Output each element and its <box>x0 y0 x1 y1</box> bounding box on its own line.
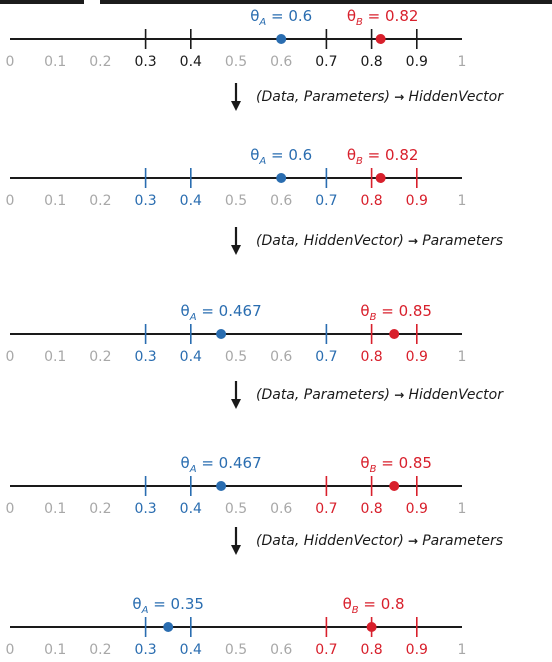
axis-tick-label: 0.7 <box>315 193 337 209</box>
down-arrow-head <box>231 545 241 555</box>
axis-tick-label: 0.4 <box>180 501 202 517</box>
theta-b-label: θB = 0.85 <box>360 302 432 323</box>
transition-caption: (Data, Parameters) → HiddenVector <box>256 89 504 105</box>
axis-tick-label: 0.2 <box>89 54 111 70</box>
transition-caption: (Data, HiddenVector) → Parameters <box>256 233 503 249</box>
axis-tick-label: 0.1 <box>44 349 66 365</box>
axis-tick-label: 0.3 <box>134 642 156 658</box>
axis-tick-label: 0.6 <box>270 501 292 517</box>
axis-tick-label: 0.2 <box>89 349 111 365</box>
theta-a-point <box>216 481 227 491</box>
top-edge-bar <box>0 0 84 4</box>
theta-a-point <box>276 173 287 183</box>
theta-a-label: θA = 0.467 <box>181 302 262 323</box>
axis-tick-label: 0.7 <box>315 349 337 365</box>
axis-tick-label: 0.4 <box>180 642 202 658</box>
axis-tick-label: 0.9 <box>406 193 428 209</box>
axis-tick-label: 0.3 <box>134 349 156 365</box>
axis-tick-label: 0.1 <box>44 54 66 70</box>
axis-tick-label: 0.8 <box>360 54 382 70</box>
axis-tick-label: 0.1 <box>44 642 66 658</box>
axis-tick-label: 0.7 <box>315 642 337 658</box>
theta-b-point <box>389 481 400 491</box>
axis-tick-label: 0.4 <box>180 349 202 365</box>
axis-tick-label: 0.2 <box>89 193 111 209</box>
transition-caption: (Data, Parameters) → HiddenVector <box>256 387 504 403</box>
theta-a-label: θA = 0.467 <box>181 454 262 475</box>
axis-tick-label: 0.1 <box>44 501 66 517</box>
axis-tick-label: 0.7 <box>315 54 337 70</box>
down-arrow-head <box>231 101 241 111</box>
axis-tick-label: 0.4 <box>180 54 202 70</box>
axis-tick-label: 0.5 <box>225 349 247 365</box>
axis-tick-label: 0.9 <box>406 349 428 365</box>
axis-tick-label: 0.3 <box>134 193 156 209</box>
axis-tick-label: 0.5 <box>225 642 247 658</box>
theta-a-label: θA = 0.6 <box>250 146 312 167</box>
down-arrow-head <box>231 245 241 255</box>
transition-caption: (Data, HiddenVector) → Parameters <box>256 533 503 549</box>
axis-tick-label: 0.6 <box>270 193 292 209</box>
axis-tick-label: 0.3 <box>134 501 156 517</box>
axis-tick-label: 0.9 <box>406 501 428 517</box>
theta-b-label: θB = 0.82 <box>347 146 419 167</box>
axis-tick-label: 0.5 <box>225 54 247 70</box>
axis-tick-label: 0 <box>6 54 15 70</box>
axis-tick-label: 0 <box>6 501 15 517</box>
axis-tick-label: 0.8 <box>360 349 382 365</box>
theta-b-point <box>375 173 386 183</box>
axis-tick-label: 0.6 <box>270 642 292 658</box>
axis-tick-label: 0.6 <box>270 349 292 365</box>
theta-b-label: θB = 0.85 <box>360 454 432 475</box>
axis-tick-label: 0.1 <box>44 193 66 209</box>
axis-tick-label: 0.7 <box>315 501 337 517</box>
theta-a-point <box>216 329 227 339</box>
axis-tick-label: 0.9 <box>406 642 428 658</box>
theta-b-point <box>375 34 386 44</box>
axis-tick-label: 0.2 <box>89 501 111 517</box>
theta-a-point <box>276 34 287 44</box>
axis-tick-label: 0.5 <box>225 193 247 209</box>
axis-tick-label: 0 <box>6 642 15 658</box>
axis-tick-label: 1 <box>458 349 467 365</box>
axis-tick-label: 1 <box>458 54 467 70</box>
theta-b-label: θB = 0.8 <box>343 595 405 616</box>
axis-tick-label: 0.5 <box>225 501 247 517</box>
axis-tick-label: 0.8 <box>360 642 382 658</box>
axis-tick-label: 0.6 <box>270 54 292 70</box>
down-arrow-head <box>231 399 241 409</box>
axis-tick-label: 0 <box>6 193 15 209</box>
theta-b-point <box>366 622 377 632</box>
axis-tick-label: 0.3 <box>134 54 156 70</box>
axis-tick-label: 0 <box>6 349 15 365</box>
top-edge-bar <box>100 0 552 4</box>
axis-tick-label: 0.4 <box>180 193 202 209</box>
axis-tick-label: 0.8 <box>360 193 382 209</box>
axis-tick-label: 0.8 <box>360 501 382 517</box>
theta-b-point <box>389 329 400 339</box>
theta-a-label: θA = 0.35 <box>132 595 204 616</box>
theta-b-label: θB = 0.82 <box>347 7 419 28</box>
axis-tick-label: 0.2 <box>89 642 111 658</box>
axis-tick-label: 1 <box>458 642 467 658</box>
theta-a-point <box>163 622 174 632</box>
theta-a-label: θA = 0.6 <box>250 7 312 28</box>
axis-tick-label: 1 <box>458 193 467 209</box>
axis-tick-label: 1 <box>458 501 467 517</box>
axis-tick-label: 0.9 <box>406 54 428 70</box>
